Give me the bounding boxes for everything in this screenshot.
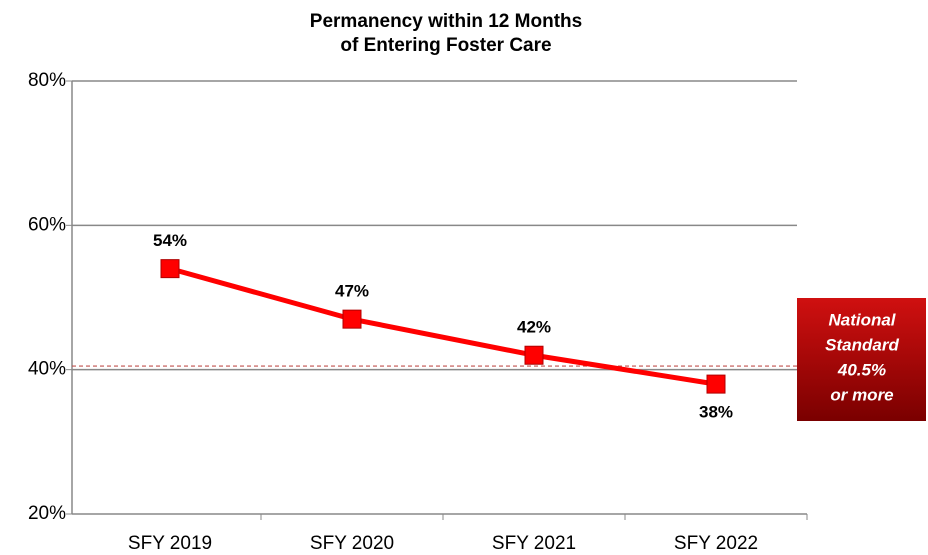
marker xyxy=(160,259,180,279)
x-tick-label: SFY 2020 xyxy=(310,533,394,554)
line xyxy=(169,266,717,387)
x-tick-label: SFY 2019 xyxy=(128,533,212,554)
y-tick-label: 60% xyxy=(28,214,66,235)
y-tick-label: 40% xyxy=(28,359,66,380)
x-tick-label: SFY 2021 xyxy=(492,533,576,554)
chart-title: of Entering Foster Care xyxy=(340,35,551,56)
marker xyxy=(706,374,726,394)
data-label: 54% xyxy=(153,231,187,250)
data-label: 38% xyxy=(699,403,733,422)
data-label: 42% xyxy=(517,318,551,337)
y-tick-label: 80% xyxy=(28,70,66,91)
x-tick-label: SFY 2022 xyxy=(674,533,758,554)
marker xyxy=(342,309,362,329)
annotation-text: Standard xyxy=(825,335,899,354)
chart-title: Permanency within 12 Months xyxy=(310,11,582,32)
annotation-text: National xyxy=(828,310,896,329)
annotation-box xyxy=(797,298,926,421)
annotation-text: 40.5% xyxy=(837,360,886,379)
y-tick-label: 20% xyxy=(28,503,66,524)
marker xyxy=(524,345,544,365)
annotation-text: or more xyxy=(830,385,893,404)
data-label: 47% xyxy=(335,282,369,301)
